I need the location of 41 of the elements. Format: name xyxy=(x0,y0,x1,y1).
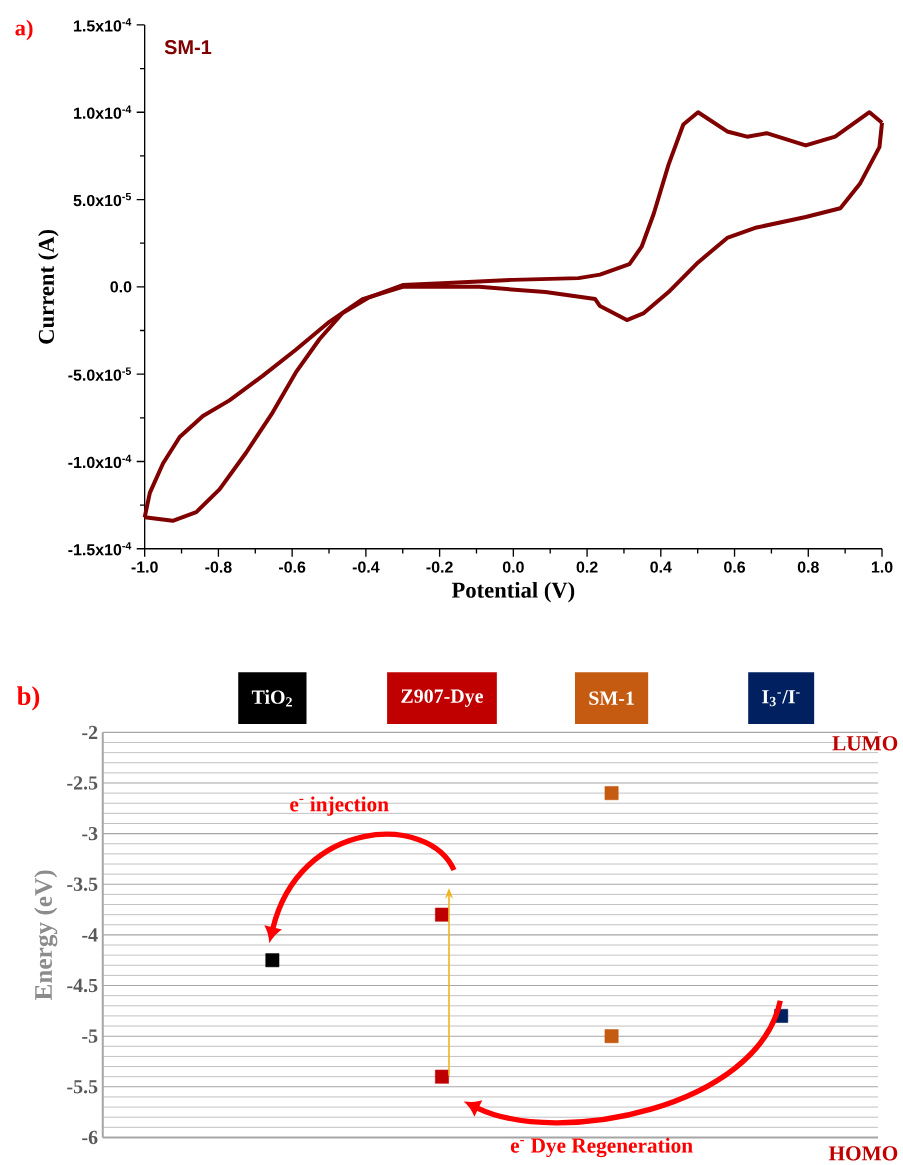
y-tick-label: 5.0x10$^{-5}$ xyxy=(73,192,132,207)
y-tick-label: -5 xyxy=(82,1029,98,1043)
annotation: e$^{-}$ injection xyxy=(290,796,389,816)
annotation: LUMO xyxy=(832,736,898,751)
x-tick-label: -0.6 xyxy=(279,561,306,573)
x-tick-label: I$_{3}$$^{-}$/I$^{-}$ xyxy=(762,690,800,707)
x-tick-label: 1.0 xyxy=(872,561,893,573)
x-tick-label: 0.0 xyxy=(503,561,524,573)
y-tick-label: -4 xyxy=(82,928,98,942)
y-axis-title: Energy (eV) xyxy=(34,870,58,1001)
x-tick-label: -1.0 xyxy=(131,561,158,573)
text: b) xyxy=(17,686,40,711)
y-tick-label: -2 xyxy=(82,725,98,739)
x-tick-label: 0.8 xyxy=(797,561,820,573)
x-tick-label: Z907-Dye xyxy=(401,689,484,707)
text: HOMO xyxy=(829,1146,898,1161)
y-tick-label: -1.0x10$^{-4}$ xyxy=(68,454,132,469)
x-tick-label: -0.2 xyxy=(426,561,453,573)
y-tick-label: -1.5x10$^{-4}$ xyxy=(68,542,132,556)
x-tick-label: SM-1 xyxy=(589,691,634,705)
y-axis-title: Current (A) xyxy=(38,230,59,344)
y-tick-label: -3.5 xyxy=(67,877,98,892)
x-tick-label: -0.8 xyxy=(205,561,232,573)
y-tick-label: -4.5 xyxy=(67,978,98,993)
x-tick-label: 0.6 xyxy=(724,561,746,573)
y-tick-label: 0.0 xyxy=(110,281,132,293)
y-tick-label: 1.5x10$^{-4}$ xyxy=(74,18,132,32)
y-tick-label: -6 xyxy=(82,1130,98,1145)
text: SM-1 xyxy=(164,40,212,55)
x-tick-label: -0.4 xyxy=(352,561,380,573)
x-axis-title: Potential (V) xyxy=(452,581,575,603)
y-tick-label: 1.0x10$^{-4}$ xyxy=(74,105,132,119)
x-tick-label: 0.2 xyxy=(576,561,598,573)
y-tick-label: -5.5 xyxy=(67,1080,98,1094)
text: e$^{-}$ Dye Regeneration xyxy=(511,1137,693,1158)
text: a) xyxy=(15,19,33,41)
y-tick-label: -2.5 xyxy=(67,776,98,790)
y-tick-label: -5.0x10$^{-5}$ xyxy=(68,367,132,381)
x-tick-label: 0.4 xyxy=(650,561,672,573)
x-tick-label: TiO$_{2}$ xyxy=(252,689,293,707)
y-tick-label: -3 xyxy=(82,826,98,841)
